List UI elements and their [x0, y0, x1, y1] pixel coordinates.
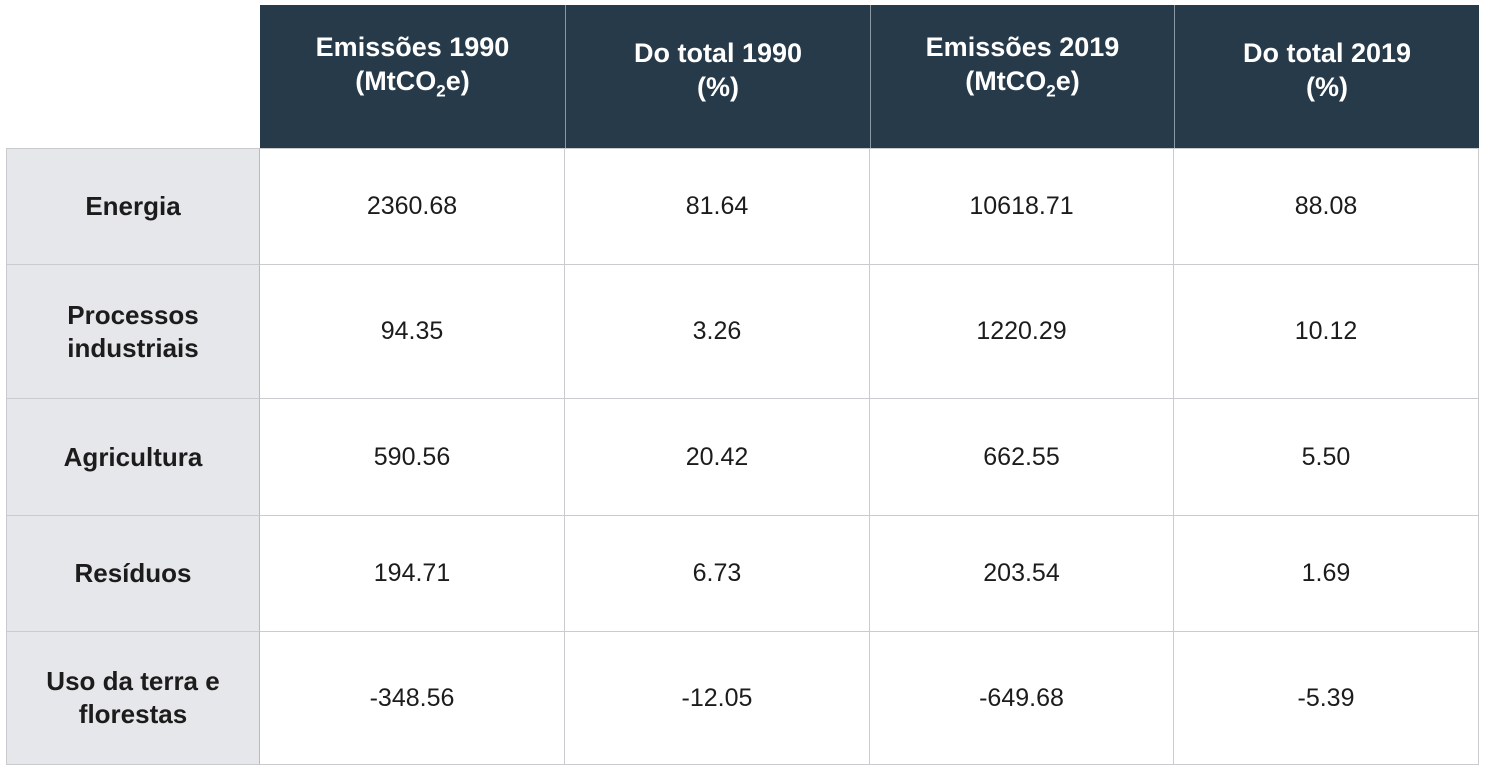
table-cell: 94.35	[260, 264, 565, 398]
row-label-agricultura: Agricultura	[6, 398, 260, 515]
table-cell: 10618.71	[870, 148, 1174, 264]
table-cell: 194.71	[260, 515, 565, 631]
table-cell: 3.26	[565, 264, 870, 398]
table-cell: -649.68	[870, 631, 1174, 765]
table-cell: 20.42	[565, 398, 870, 515]
table-cell: 1.69	[1174, 515, 1479, 631]
column-header-title: Do total 2019	[1242, 37, 1412, 68]
column-header-unit: (%)	[1306, 71, 1348, 102]
row-label-processos-industriais: Processos industriais	[6, 264, 260, 398]
table-corner	[6, 5, 260, 148]
table-cell: 1220.29	[870, 264, 1174, 398]
column-header-unit: (MtCO2e)	[965, 66, 1080, 101]
column-header-emissions-2019: Emissões 2019 (MtCO2e)	[870, 5, 1174, 148]
table-cell: 6.73	[565, 515, 870, 631]
column-header-title: Emissões 2019	[925, 32, 1120, 63]
table-cell: 662.55	[870, 398, 1174, 515]
table-cell: 203.54	[870, 515, 1174, 631]
column-header-unit: (%)	[697, 71, 739, 102]
table-cell: 590.56	[260, 398, 565, 515]
table-cell: -12.05	[565, 631, 870, 765]
column-header-unit: (MtCO2e)	[355, 66, 470, 101]
table-cell: 81.64	[565, 148, 870, 264]
table-cell: 2360.68	[260, 148, 565, 264]
row-label-uso-da-terra: Uso da terra e florestas	[6, 631, 260, 765]
column-header-title: Do total 1990	[633, 37, 803, 68]
column-header-title: Emissões 1990	[315, 32, 510, 63]
table-cell: 88.08	[1174, 148, 1479, 264]
table-cell: 10.12	[1174, 264, 1479, 398]
column-header-share-2019: Do total 2019 (%)	[1174, 5, 1479, 148]
table-cell: 5.50	[1174, 398, 1479, 515]
emissions-table: Emissões 1990 (MtCO2e) Do total 1990 (%)…	[6, 5, 1479, 765]
table-cell: -5.39	[1174, 631, 1479, 765]
table-cell: -348.56	[260, 631, 565, 765]
row-label-energia: Energia	[6, 148, 260, 264]
column-header-emissions-1990: Emissões 1990 (MtCO2e)	[260, 5, 565, 148]
row-label-residuos: Resíduos	[6, 515, 260, 631]
column-header-share-1990: Do total 1990 (%)	[565, 5, 870, 148]
